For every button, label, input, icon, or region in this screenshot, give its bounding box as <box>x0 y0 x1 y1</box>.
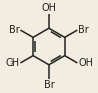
Text: 3: 3 <box>10 61 14 67</box>
Text: Br: Br <box>9 25 19 35</box>
Text: Br: Br <box>44 80 54 90</box>
Text: OH: OH <box>78 58 93 68</box>
Text: OH: OH <box>41 3 56 13</box>
Text: CH: CH <box>5 58 19 68</box>
Text: Br: Br <box>78 25 89 35</box>
